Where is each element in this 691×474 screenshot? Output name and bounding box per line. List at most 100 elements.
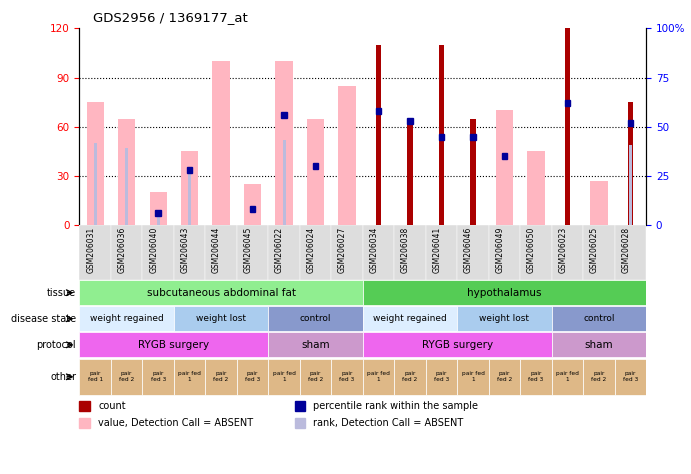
Bar xyxy=(281,112,287,118)
Bar xyxy=(125,148,129,225)
Bar xyxy=(363,306,457,331)
Text: GSM206028: GSM206028 xyxy=(621,227,630,273)
Bar xyxy=(457,306,551,331)
Bar xyxy=(627,120,633,126)
Bar xyxy=(520,359,551,395)
Text: protocol: protocol xyxy=(37,340,76,350)
Text: pair
fed 2: pair fed 2 xyxy=(591,372,607,382)
Bar xyxy=(237,359,268,395)
Text: disease state: disease state xyxy=(11,314,76,324)
Text: GSM206025: GSM206025 xyxy=(590,227,599,273)
Bar xyxy=(426,225,457,280)
Bar xyxy=(149,192,167,225)
Bar xyxy=(457,359,489,395)
Bar xyxy=(520,225,551,280)
Bar xyxy=(583,359,614,395)
Text: weight lost: weight lost xyxy=(196,314,246,323)
Bar xyxy=(174,306,268,331)
Bar xyxy=(79,332,268,357)
Text: GSM206023: GSM206023 xyxy=(558,227,567,273)
Text: GSM206044: GSM206044 xyxy=(212,227,221,273)
Bar xyxy=(79,225,111,280)
Bar xyxy=(583,225,614,280)
Text: pair
fed 3: pair fed 3 xyxy=(529,372,544,382)
Text: RYGB surgery: RYGB surgery xyxy=(138,340,209,350)
Text: pair
fed 1: pair fed 1 xyxy=(88,372,103,382)
Text: hypothalamus: hypothalamus xyxy=(467,288,542,298)
Bar xyxy=(307,118,324,225)
Text: GSM206022: GSM206022 xyxy=(275,227,284,273)
Bar xyxy=(363,225,395,280)
Bar xyxy=(457,225,489,280)
Bar xyxy=(86,102,104,225)
Text: pair
fed 3: pair fed 3 xyxy=(434,372,449,382)
Text: GSM206045: GSM206045 xyxy=(244,227,253,273)
Bar xyxy=(439,45,444,225)
Text: weight lost: weight lost xyxy=(480,314,529,323)
Text: GSM206046: GSM206046 xyxy=(464,227,473,273)
Bar xyxy=(313,163,319,169)
Text: pair
fed 3: pair fed 3 xyxy=(151,372,166,382)
Bar xyxy=(300,225,331,280)
Bar xyxy=(407,118,413,124)
Text: pair
fed 2: pair fed 2 xyxy=(402,372,417,382)
Bar xyxy=(426,359,457,395)
Bar xyxy=(93,143,97,225)
Bar xyxy=(470,134,476,139)
Bar xyxy=(407,118,413,225)
Text: sham: sham xyxy=(585,340,613,350)
Text: GSM206027: GSM206027 xyxy=(338,227,347,273)
Bar xyxy=(295,419,305,428)
Bar xyxy=(300,359,331,395)
Bar xyxy=(363,332,551,357)
Bar xyxy=(268,225,300,280)
Bar xyxy=(627,102,633,225)
Text: GSM206024: GSM206024 xyxy=(307,227,316,273)
Bar xyxy=(339,86,356,225)
Text: pair
fed 3: pair fed 3 xyxy=(245,372,261,382)
Text: pair
fed 2: pair fed 2 xyxy=(214,372,229,382)
Bar xyxy=(79,419,90,428)
Text: pair fed
1: pair fed 1 xyxy=(556,372,579,382)
Bar xyxy=(614,359,646,395)
Bar xyxy=(551,332,646,357)
Text: pair
fed 3: pair fed 3 xyxy=(339,372,354,382)
Bar xyxy=(111,359,142,395)
Bar xyxy=(187,167,193,173)
Bar xyxy=(244,184,261,225)
Text: GSM206038: GSM206038 xyxy=(401,227,410,273)
Bar xyxy=(470,118,476,225)
Text: subcutaneous abdominal fat: subcutaneous abdominal fat xyxy=(146,288,296,298)
Bar xyxy=(565,100,570,106)
Bar xyxy=(295,401,305,410)
Bar xyxy=(439,134,444,139)
Bar xyxy=(331,359,363,395)
Bar xyxy=(527,151,545,225)
Bar xyxy=(331,225,363,280)
Bar xyxy=(590,181,607,225)
Text: GSM206036: GSM206036 xyxy=(117,227,126,273)
Bar xyxy=(551,359,583,395)
Text: weight regained: weight regained xyxy=(90,314,164,323)
Text: weight regained: weight regained xyxy=(373,314,447,323)
Bar xyxy=(276,61,293,225)
Bar xyxy=(268,359,300,395)
Bar xyxy=(142,359,174,395)
Text: pair
fed 2: pair fed 2 xyxy=(119,372,134,382)
Text: GSM206041: GSM206041 xyxy=(433,227,442,273)
Bar xyxy=(181,151,198,225)
Text: control: control xyxy=(300,314,331,323)
Text: pair
fed 2: pair fed 2 xyxy=(308,372,323,382)
Bar xyxy=(237,225,268,280)
Bar xyxy=(268,332,363,357)
Text: pair fed
1: pair fed 1 xyxy=(273,372,296,382)
Text: pair fed
1: pair fed 1 xyxy=(367,372,390,382)
Bar xyxy=(212,61,230,225)
Bar xyxy=(157,214,160,225)
Bar xyxy=(363,280,646,305)
Bar xyxy=(188,168,191,225)
Text: sham: sham xyxy=(301,340,330,350)
Text: GDS2956 / 1369177_at: GDS2956 / 1369177_at xyxy=(93,11,248,24)
Bar xyxy=(376,108,381,114)
Bar xyxy=(565,28,570,225)
